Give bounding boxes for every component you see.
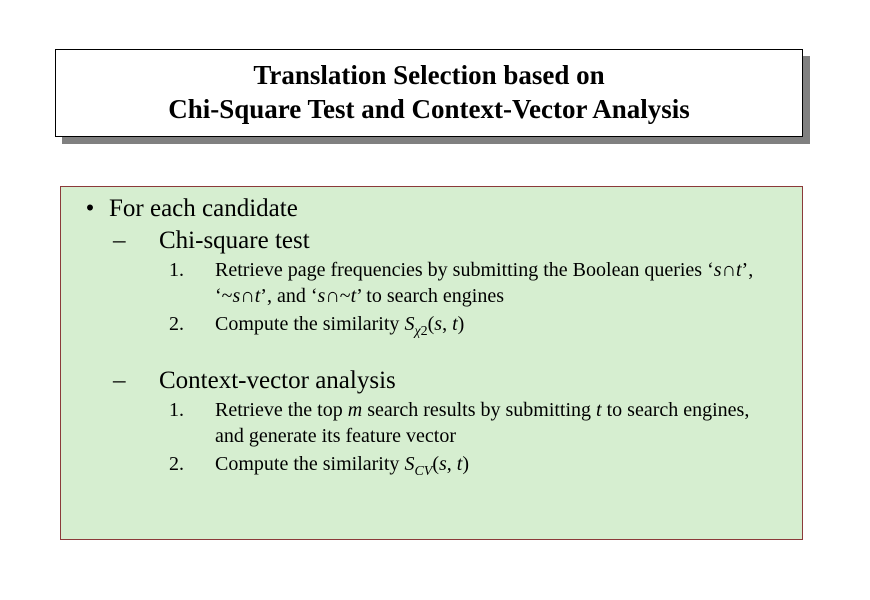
var-s: s [439, 453, 447, 475]
bullet-level1-text: For each candidate [109, 195, 298, 223]
step-text: Retrieve the top m search results by sub… [215, 397, 775, 449]
text-fragment: search results by submitting [362, 399, 596, 421]
text-fragment: Retrieve page frequencies by submitting … [215, 259, 714, 281]
text-fragment: Compute the similarity [215, 453, 404, 475]
var-m: m [348, 399, 362, 421]
paren-close: ) [458, 313, 465, 335]
spacer [61, 341, 802, 363]
step-number: 1. [169, 397, 215, 423]
chi-step-2: 2. Compute the similarity Sχ2(s, t) [61, 311, 802, 341]
text-fragment: Retrieve the top [215, 399, 348, 421]
step-number: 2. [169, 311, 215, 337]
op-intersect: ∩ [240, 285, 254, 307]
title-line-1: Translation Selection based on [253, 59, 604, 93]
comma: , [447, 453, 457, 475]
comma: , [442, 313, 452, 335]
cv-step-1: 1. Retrieve the top m search results by … [61, 397, 802, 449]
step-number: 2. [169, 451, 215, 477]
step-text: Compute the similarity Sχ2(s, t) [215, 311, 464, 341]
bullet-level2-cv: – Context-vector analysis [61, 367, 802, 395]
var-S: S [404, 313, 414, 335]
op-intersect: ∩~ [325, 285, 350, 307]
sub-2: 2 [421, 324, 428, 339]
var-s: s [714, 259, 722, 281]
bullet-level2-text: Chi-square test [159, 227, 310, 255]
step-text: Compute the similarity SCV(s, t) [215, 451, 469, 481]
var-s: s [434, 313, 442, 335]
title-box: Translation Selection based on Chi-Squar… [55, 49, 803, 137]
step-text: Retrieve page frequencies by submitting … [215, 257, 775, 309]
var-S: S [404, 453, 414, 475]
dash-icon: – [113, 367, 159, 395]
op-intersect: ∩ [722, 259, 736, 281]
chi-step-1: 1. Retrieve page frequencies by submitti… [61, 257, 802, 309]
bullet-level2-chi: – Chi-square test [61, 227, 802, 255]
cv-step-2: 2. Compute the similarity SCV(s, t) [61, 451, 802, 481]
paren-close: ) [462, 453, 469, 475]
sub-cv: CV [414, 464, 432, 479]
step-number: 1. [169, 257, 215, 283]
dash-icon: – [113, 227, 159, 255]
content-panel: • For each candidate – Chi-square test 1… [60, 186, 803, 540]
text-fragment: ’, and ‘ [260, 285, 317, 307]
bullet-icon: • [71, 195, 109, 223]
bullet-level1: • For each candidate [61, 195, 802, 223]
paren-open: ( [432, 453, 439, 475]
text-fragment: ’ to search engines [356, 285, 504, 307]
bullet-level2-text: Context-vector analysis [159, 367, 396, 395]
text-fragment: Compute the similarity [215, 313, 404, 335]
title-line-2: Chi-Square Test and Context-Vector Analy… [168, 93, 690, 127]
